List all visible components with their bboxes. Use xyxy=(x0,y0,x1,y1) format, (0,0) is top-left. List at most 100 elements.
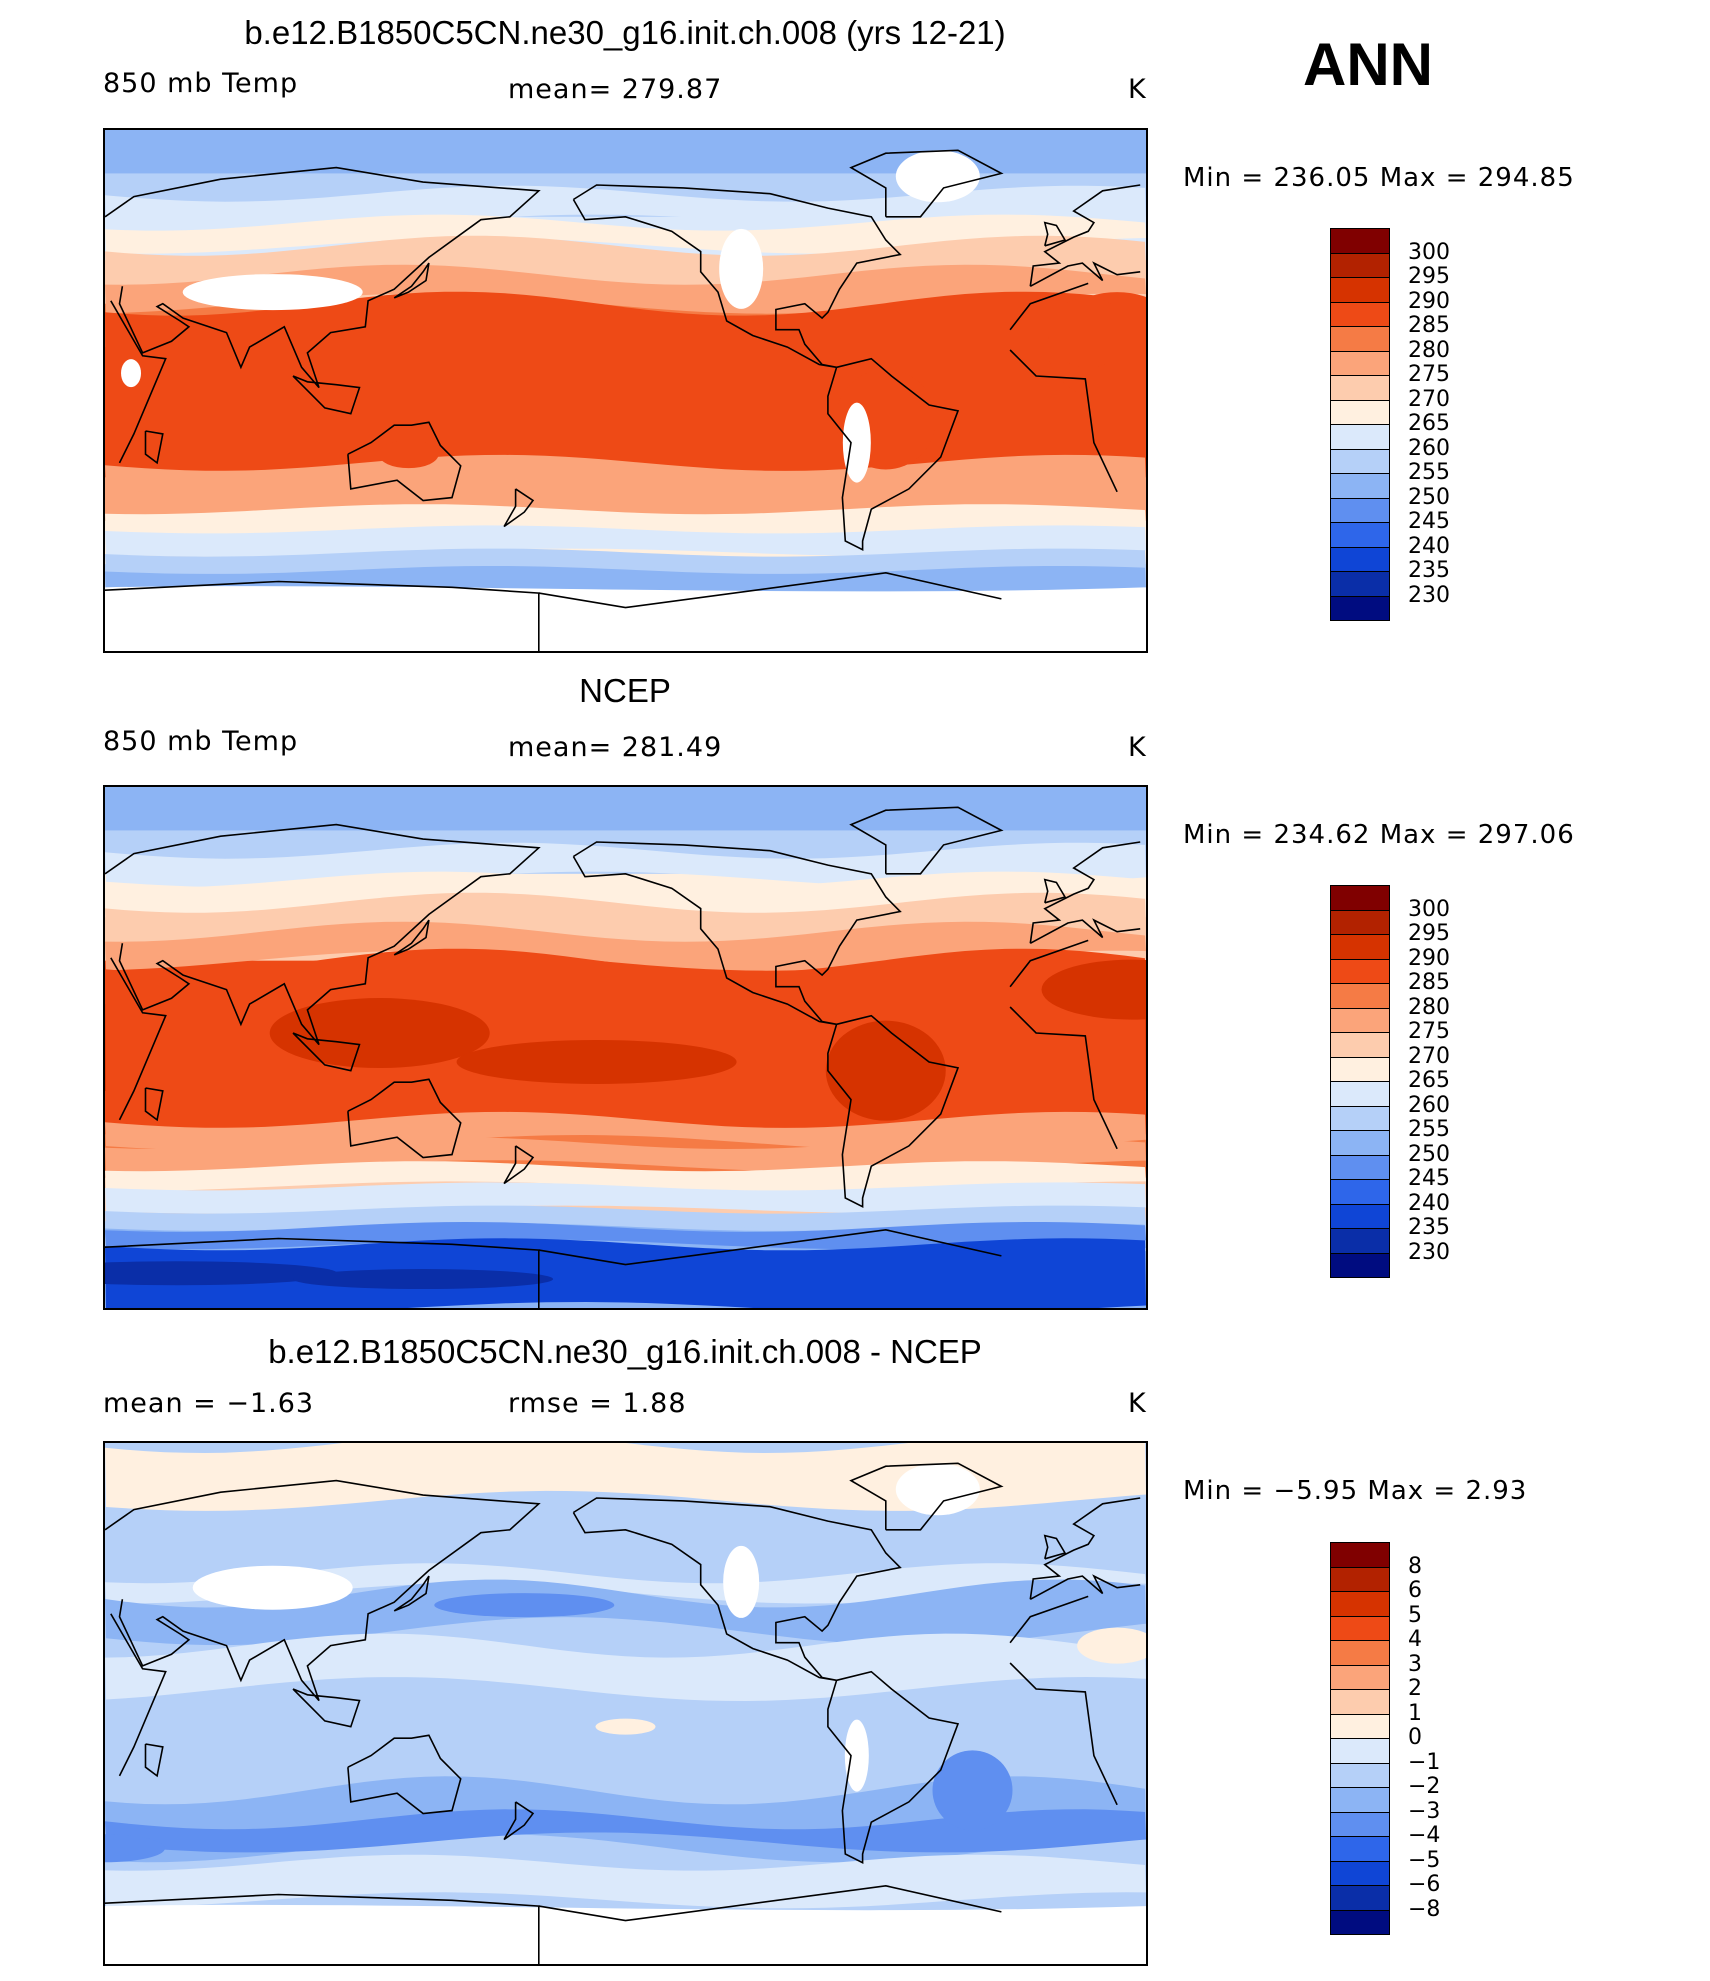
coastline-japan xyxy=(393,262,430,299)
colorbar-swatch xyxy=(1330,277,1390,303)
panel1-units: K xyxy=(1128,74,1147,105)
colorbar-tick-label: −6 xyxy=(1408,1872,1441,1897)
cold-region xyxy=(105,1261,338,1286)
colorbar-swatch xyxy=(1330,350,1390,376)
colorbar-swatch xyxy=(1330,497,1390,523)
colorbar-swatch xyxy=(1330,1762,1390,1788)
panel3-colorbar: 8 6 5 4 3 2 1 0 −1 −2 −3 −4 −5 −6 −8 xyxy=(1330,1542,1440,1935)
coastline-europe xyxy=(1029,918,1141,945)
colorbar-swatch xyxy=(1330,1713,1390,1739)
panel2-minmax: Min = 234.62 Max = 297.06 xyxy=(1183,820,1575,850)
colorbar-swatch xyxy=(1330,934,1390,960)
coastline-namerica xyxy=(572,1497,902,1682)
colorbar-swatch xyxy=(1330,1885,1390,1911)
hot-region xyxy=(269,998,490,1069)
coastline-antarctica xyxy=(538,1884,1002,1922)
colorbar-tick-label: 240 xyxy=(1408,533,1450,559)
contour-band xyxy=(105,1563,1146,1604)
colorbar-tick-label: 4 xyxy=(1408,1627,1422,1652)
coastline-nz xyxy=(503,488,535,528)
coastline-eurasia xyxy=(105,166,541,389)
coastline-europe xyxy=(1029,1497,1141,1600)
colorbar-swatch xyxy=(1330,1081,1390,1107)
panel2-coastlines xyxy=(105,806,1141,1308)
colorbar-swatch xyxy=(1330,228,1390,254)
tibet-masked xyxy=(192,1565,353,1610)
contour-band xyxy=(105,291,1146,475)
season-label: ANN xyxy=(1303,31,1433,98)
coastline-africa xyxy=(110,300,167,464)
colorbar-swatch xyxy=(1330,1787,1390,1813)
coastline-greenland xyxy=(849,1462,1004,1531)
colorbar-swatch xyxy=(1330,983,1390,1009)
contour-band xyxy=(105,1222,1146,1250)
colorbar-swatch xyxy=(1330,448,1390,474)
cold-bias-region xyxy=(105,1834,165,1863)
colorbar-swatch xyxy=(1330,958,1390,984)
colorbar-tick-label: 285 xyxy=(1408,313,1450,338)
colorbar-swatch xyxy=(1330,1007,1390,1033)
coastline-africa xyxy=(1009,282,1089,331)
cold-bias-region xyxy=(434,1593,615,1618)
warm-bias-region xyxy=(595,1718,656,1735)
coastline-nz xyxy=(503,1145,535,1185)
colorbar-tick-label: 285 xyxy=(1408,970,1450,995)
coastline-africa xyxy=(1009,349,1118,493)
colorbar-swatch xyxy=(1330,1591,1390,1617)
colorbar-swatch xyxy=(1330,375,1390,401)
colorbar-swatch xyxy=(1330,546,1390,572)
contour-band xyxy=(105,871,1146,911)
coastline-japan xyxy=(393,919,430,956)
coastline-antarctica xyxy=(538,1228,1002,1266)
colorbar-swatch xyxy=(1330,1032,1390,1058)
colorbar-swatch xyxy=(1330,1179,1390,1205)
colorbar-tick-label: 230 xyxy=(1408,1239,1450,1265)
colorbar-swatch xyxy=(1330,595,1390,621)
panel3-units: K xyxy=(1128,1388,1147,1419)
panel1-contour-field xyxy=(105,130,1146,651)
coastline-europe xyxy=(1029,184,1141,287)
colorbar-swatch xyxy=(1330,252,1390,278)
colorbar-swatch xyxy=(1330,885,1390,911)
contour-band xyxy=(105,1579,1146,1646)
colorbar-swatch xyxy=(1330,1105,1390,1131)
panel1-left-label: 850 mb Temp xyxy=(103,68,299,99)
coastline-indonesia xyxy=(292,1032,361,1072)
colorbar-swatch xyxy=(1330,522,1390,548)
coastline-africa xyxy=(110,1613,167,1777)
panel2-map xyxy=(103,785,1148,1310)
coastline-australia xyxy=(347,1734,462,1815)
coastline-australia xyxy=(347,1078,462,1159)
colorbar-tick-label: 245 xyxy=(1408,1166,1450,1191)
colorbar-tick-label: 3 xyxy=(1408,1651,1422,1677)
coastline-greenland xyxy=(849,806,1004,875)
greenland-masked xyxy=(895,150,980,203)
colorbar-tick-label: 290 xyxy=(1408,945,1450,971)
colorbar-swatch xyxy=(1330,1056,1390,1082)
antarctica-masked xyxy=(105,586,1146,651)
coastline-namerica xyxy=(572,841,902,1026)
coastline-antarctica xyxy=(538,571,1002,609)
warm-region xyxy=(1048,297,1129,368)
colorbar-swatch xyxy=(1330,1130,1390,1156)
rockies-masked xyxy=(719,228,764,309)
colorbar-tick-label: −1 xyxy=(1408,1749,1441,1775)
contour-band xyxy=(105,1182,1146,1214)
contour-band xyxy=(105,264,1146,314)
coastline-antarctica xyxy=(105,1237,540,1308)
coastline-eurasia xyxy=(105,823,541,1046)
contour-band xyxy=(105,214,1146,254)
coastline-europe xyxy=(1029,1574,1141,1601)
contour-band xyxy=(105,525,1146,557)
colorbar-swatch xyxy=(1330,1664,1390,1690)
colorbar-tick-label: 275 xyxy=(1408,362,1450,387)
colorbar-swatch xyxy=(1330,326,1390,352)
contour-band xyxy=(105,1161,1146,1192)
contour-band xyxy=(105,504,1146,535)
panel2-mean: mean= 281.49 xyxy=(508,732,723,763)
panel1-minmax: Min = 236.05 Max = 294.85 xyxy=(1183,163,1575,193)
coastline-africa xyxy=(1009,939,1089,988)
coastline-samerica xyxy=(827,357,960,551)
colorbar-tick-label: 260 xyxy=(1408,435,1450,461)
coastline-africa xyxy=(1009,1006,1118,1150)
